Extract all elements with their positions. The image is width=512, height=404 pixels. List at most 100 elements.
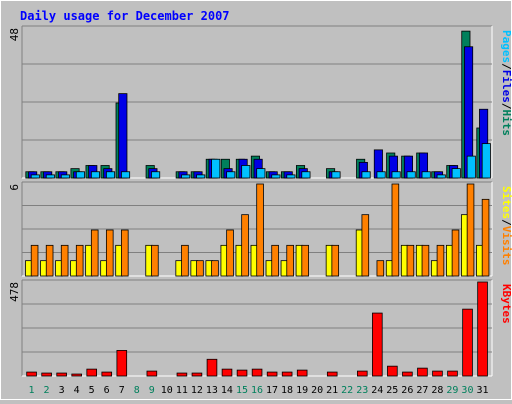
panel-kbytes-bar-kbytes-21 [326,371,338,377]
panel-hits-files-pages-bar-pages-1 [30,174,40,179]
panel-kbytes-bar-kbytes-28 [432,370,443,377]
x-tick-label-day-14: 14 [221,385,233,396]
x-tick-label-day-21: 21 [326,385,338,396]
panel-sites-visits-legend: Sites/Visits [500,186,512,266]
panel-sites-visits-bar-visits-31 [481,198,490,277]
panel-kbytes-bar-kbytes-2 [41,372,52,377]
x-tick-label-day-18: 18 [281,385,293,396]
panel-kbytes-bar-kbytes-30 [462,308,473,377]
panel-sites-visits-bar-visits-14 [226,229,234,277]
x-tick-label-day-7: 7 [119,385,125,396]
panel-hits-files-pages-legend-hits: Hits [500,110,512,137]
panel-kbytes-bar-kbytes-14 [221,368,233,377]
panel-hits-files-pages-bar-pages-21 [331,171,341,179]
panel-kbytes-bar-kbytes-5 [86,368,98,377]
x-tick-label-day-4: 4 [74,385,80,396]
panel-sites-visits-bar-visits-19 [301,244,309,277]
panel-sites-visits-bar-visits-3 [60,244,69,277]
panel-kbytes-bar-kbytes-19 [296,369,308,377]
panel-kbytes-bar-kbytes-12 [191,372,203,377]
panel-sites-visits-bar-visits-16 [256,183,264,277]
x-tick-label-day-12: 12 [191,385,203,396]
panel-hits-files-pages-bar-pages-18 [286,174,296,179]
panel-hits-files-pages-bar-files-7 [118,93,128,179]
panel-sites-visits-legend-visits: Visits [500,226,512,266]
x-tick-label-day-25: 25 [386,385,398,396]
x-tick-label-day-9: 9 [149,385,155,396]
panel-sites-visits-bar-visits-15 [241,214,249,277]
panel-sites-visits-bar-visits-18 [286,244,294,277]
x-tick-label-day-2: 2 [44,385,50,396]
panel-sites-visits-bar-visits-6 [105,229,114,277]
x-tick-label-day-5: 5 [89,385,95,396]
panel-sites-visits-bar-visits-26 [406,244,415,277]
x-tick-label-day-26: 26 [401,385,413,396]
x-tick-label-day-29: 29 [446,385,458,396]
panel-hits-files-pages-bar-pages-19 [301,171,311,179]
panel-kbytes-bar-kbytes-1 [26,371,37,377]
x-tick-label-day-1: 1 [29,385,35,396]
x-tick-label-day-8: 8 [134,385,140,396]
x-tick-label-day-30: 30 [461,385,473,396]
panel-sites-visits-bar-visits-17 [271,244,279,277]
panel-kbytes-bar-kbytes-16 [251,368,263,377]
panel-sites-visits-bar-visits-27 [421,244,430,277]
panel-kbytes-bar-kbytes-6 [101,371,113,377]
x-tick-label-day-10: 10 [161,385,173,396]
panel-hits-files-pages-ymax-label: 48 [8,28,21,41]
x-tick-label-day-3: 3 [59,385,65,396]
panel-hits-files-pages-bar-pages-11 [181,174,191,179]
panel-kbytes-bar-kbytes-11 [176,372,188,377]
panel-hits-files-pages-bar-pages-5 [90,171,101,179]
panel-sites-visits-bar-visits-12 [196,260,204,277]
panel-kbytes-bar-kbytes-27 [417,367,428,377]
panel-sites-visits-bar-visits-11 [181,244,189,277]
panel-kbytes-bar-kbytes-17 [266,371,278,377]
panel-kbytes-bar-kbytes-3 [56,372,67,377]
panel-sites-visits-bar-visits-5 [90,229,99,277]
panel-kbytes-bar-kbytes-9 [146,370,158,377]
panel-kbytes-bar-kbytes-26 [402,371,413,377]
panel-hits-files-pages-legend-pages: Pages [500,30,512,63]
x-tick-label-day-11: 11 [176,385,188,396]
panel-sites-visits-bar-visits-7 [121,229,129,277]
panel-hits-files-pages-bar-pages-28 [436,174,446,179]
panel-sites-visits-bar-visits-2 [45,244,54,277]
panel-hits-files-pages-bar-pages-13 [211,158,221,179]
x-tick-label-day-6: 6 [104,385,110,396]
panel-kbytes-bar-kbytes-13 [206,358,218,377]
x-tick-label-day-31: 31 [476,385,488,396]
panel-hits-files-pages-bar-pages-9 [151,171,161,179]
x-tick-label-day-19: 19 [296,385,308,396]
panel-kbytes-legend: KBytes [500,284,512,324]
panel-hits-files-pages-bar-pages-26 [406,171,416,179]
panel-hits-files-pages-bar-pages-12 [196,174,206,179]
x-tick-label-day-17: 17 [266,385,278,396]
chart-title: Daily usage for December 2007 [20,9,230,23]
panel-kbytes-bar-kbytes-7 [116,350,128,377]
panel-hits-files-pages-bar-pages-15 [241,165,251,179]
panel-hits-files-pages-bar-pages-31 [481,143,491,179]
panel-hits-files-pages-bar-pages-6 [105,171,116,179]
panel-sites-visits-bar-visits-4 [75,244,84,277]
panel-sites-visits-bar-visits-30 [466,183,475,277]
x-tick-label-day-16: 16 [251,385,263,396]
panel-hits-files-pages-bar-pages-25 [391,171,401,179]
panel-kbytes-legend-kbytes: KBytes [500,284,512,324]
panel-hits-files-pages-bar-pages-3 [60,174,70,179]
panel-sites-visits-ymax-label: 6 [8,184,21,191]
panel-sites-visits-legend-sites: Sites [500,186,512,219]
panel-hits-files-pages-bar-pages-29 [451,168,461,179]
panel-sites-visits-bar-visits-24 [376,260,385,277]
x-tick-label-day-23: 23 [356,385,368,396]
panel-kbytes-ymax-label: 478 [8,282,21,302]
panel-hits-files-pages-legend-separator: / [500,103,512,110]
panel-kbytes-bar-kbytes-23 [357,370,368,377]
panel-hits-files-pages-bar-pages-17 [271,174,281,179]
panel-sites-visits-bar-visits-21 [331,244,340,277]
panel-hits-files-pages-bar-pages-30 [466,155,476,179]
panel-kbytes-bar-kbytes-29 [447,370,458,377]
panel-sites-visits-bar-visits-28 [436,244,445,277]
